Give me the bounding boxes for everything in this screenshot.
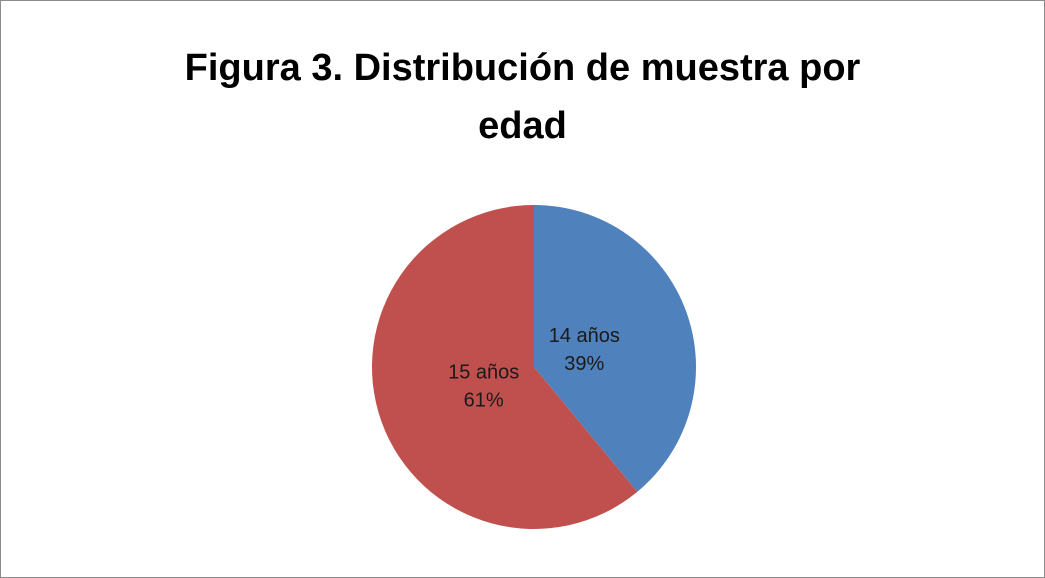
pie-slice: [534, 205, 696, 492]
slice-value-label: 61%: [464, 389, 504, 411]
pie-slice: [371, 205, 638, 529]
slice-category-label: 15 años: [448, 361, 519, 383]
slice-category-label: 14 años: [549, 325, 620, 347]
slice-value-label: 39%: [564, 353, 604, 375]
chart-title: Figura 3. Distribución de muestra por ed…: [184, 47, 861, 147]
